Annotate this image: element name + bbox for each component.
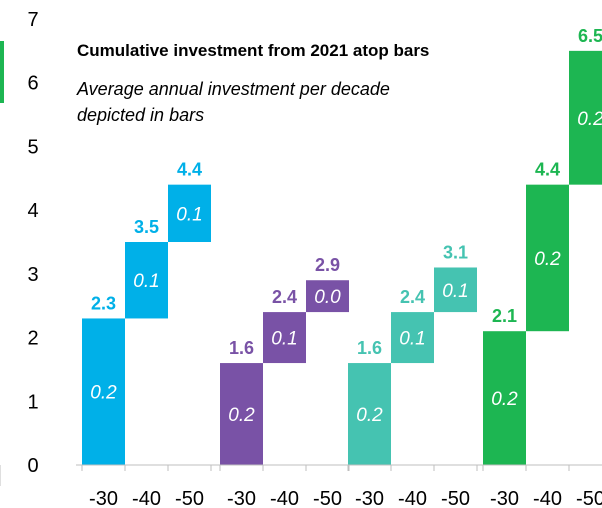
bar: [82, 318, 125, 465]
y-tick-label: 1: [27, 391, 38, 413]
bar: [569, 50, 602, 185]
bar: [526, 184, 569, 332]
x-tick-label: -30: [490, 488, 519, 508]
x-tick-label: -30: [355, 488, 384, 508]
bar: [483, 331, 526, 465]
bar-total-label: 2.1: [492, 306, 517, 326]
bar-total-label: 1.6: [357, 338, 382, 358]
bar-total-label: 6.5: [578, 26, 602, 46]
y-tick-label: 4: [27, 200, 38, 222]
chart-subtitle-line-1: Average annual investment per decade: [76, 79, 390, 99]
x-tick-label: -40: [398, 488, 427, 508]
bars-layer: 2.3 0.2 3.5 0.1 4.4 0.1 1.6 0.2 2.4 0.1 2.9 0.0 1.6 0…: [82, 26, 602, 465]
bar-inner-label: 0.1: [399, 329, 425, 350]
bar-inner-label: 0.1: [133, 271, 159, 292]
bar: [220, 363, 263, 465]
bar-total-label: 1.6: [229, 338, 254, 358]
bar-inner-label: 0.2: [534, 249, 561, 270]
bar-inner-label: 0.0: [314, 287, 341, 308]
bar: [306, 280, 349, 313]
bar-inner-label: 0.2: [356, 405, 383, 426]
y-tick-label: 5: [27, 136, 38, 158]
bar-total-label: 2.9: [315, 255, 340, 275]
bar-inner-label: 0.2: [577, 109, 602, 130]
y-tick-label: 3: [27, 264, 38, 286]
x-tick-label: -30: [227, 488, 256, 508]
bar-total-label: 3.5: [134, 217, 159, 237]
chart-title: Cumulative investment from 2021 atop bar…: [77, 41, 429, 60]
y-axis: 0 1 2 3 4 5 6 7: [0, 9, 39, 486]
y-tick-label: 2: [27, 328, 38, 350]
chart-subtitle-line-2: depicted in bars: [77, 105, 204, 125]
bar: [125, 242, 168, 319]
bar: [348, 363, 391, 465]
x-tick-label: -50: [175, 488, 204, 508]
legend-swatch-partial: [0, 41, 4, 103]
bar-total-label: 3.1: [443, 242, 468, 262]
x-axis: -30 -40 -50 -30 -40 -50 -30 -40 -50 -30 -40 -50: [76, 464, 602, 508]
bar-inner-label: 0.2: [90, 383, 117, 404]
x-tick-label: -40: [270, 488, 299, 508]
x-tick-label: -30: [89, 488, 118, 508]
bar-inner-label: 0.2: [228, 405, 255, 426]
bar-total-label: 2.4: [272, 287, 297, 307]
bar: [434, 267, 477, 313]
x-tick-label: -40: [132, 488, 161, 508]
bar-inner-label: 0.1: [442, 281, 468, 302]
legend-swatch: [0, 41, 4, 103]
bar-inner-label: 0.1: [271, 329, 297, 350]
bar-total-label: 4.4: [535, 160, 560, 180]
x-tick-label: -50: [576, 488, 602, 508]
bar-inner-label: 0.2: [491, 389, 518, 410]
bar-total-label: 2.4: [400, 287, 425, 307]
bar: [391, 312, 434, 364]
y-tick-label: 6: [27, 73, 38, 95]
x-tick-label: -50: [441, 488, 470, 508]
y-tick-label: 7: [27, 9, 38, 31]
x-tick-label: -40: [533, 488, 562, 508]
bar-total-label: 4.4: [177, 160, 202, 180]
bar: [263, 312, 306, 364]
y-tick-label: 0: [27, 455, 38, 477]
bar: [168, 184, 211, 242]
bar-total-label: 2.3: [91, 293, 116, 313]
bar-inner-label: 0.1: [176, 204, 202, 225]
x-tick-label: -50: [313, 488, 342, 508]
